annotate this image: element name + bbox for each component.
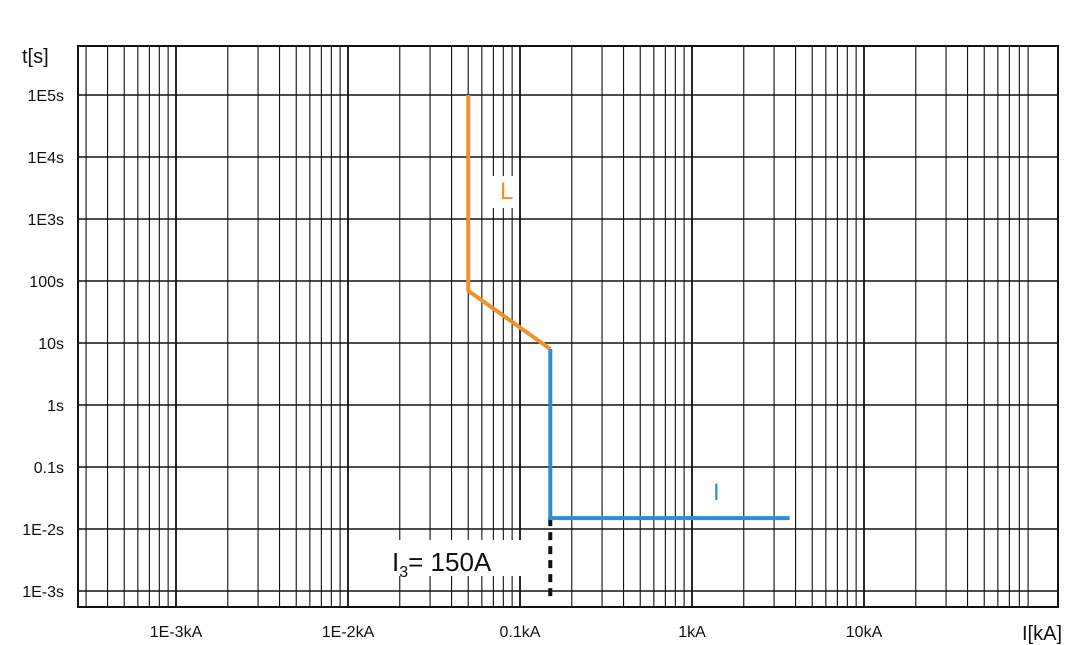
series-group: LI xyxy=(466,95,790,521)
series-line-I xyxy=(548,349,790,521)
y-axis-label: t[s] xyxy=(22,46,49,68)
y-tick-labels: 1E5s 1E4s 1E3s 100s 10s 1s 0.1s 1E-2s 1E-3s xyxy=(22,88,64,601)
plot-frame xyxy=(77,45,1059,608)
y-tick-label: 10s xyxy=(38,336,64,353)
x-tick-labels: 1E-3kA 1E-2kA 0.1kA 1kA 10kA xyxy=(150,624,883,641)
x-tick-label: 0.1kA xyxy=(500,624,541,641)
y-tick-label: 1s xyxy=(47,398,64,415)
x-tick-label: 1E-3kA xyxy=(150,624,203,641)
y-tick-label: 100s xyxy=(29,274,64,291)
y-tick-label: 1E4s xyxy=(28,150,64,167)
y-tick-label: 0.1s xyxy=(34,460,64,477)
annotations: I3= 150A xyxy=(390,518,553,597)
x-axis-label: I[kA] xyxy=(1022,623,1062,645)
i3-label-background xyxy=(390,540,526,576)
y-tick-label: 1E-2s xyxy=(22,522,64,539)
x-tick-label: 1E-2kA xyxy=(322,624,375,641)
x-tick-label: 1kA xyxy=(678,624,706,641)
y-tick-label: 1E-3s xyxy=(22,584,64,601)
series-label-background xyxy=(704,475,732,505)
chart-grid xyxy=(78,46,1058,607)
i3-annotation-label: I3= 150A xyxy=(392,547,492,581)
series-label-L: L xyxy=(500,178,513,205)
y-tick-label: 1E5s xyxy=(28,88,64,105)
series-label-I: I xyxy=(713,479,720,506)
series-line-L xyxy=(466,95,552,351)
series-label-background xyxy=(486,176,516,208)
y-tick-label: 1E3s xyxy=(28,212,64,229)
x-tick-label: 10kA xyxy=(846,624,883,641)
